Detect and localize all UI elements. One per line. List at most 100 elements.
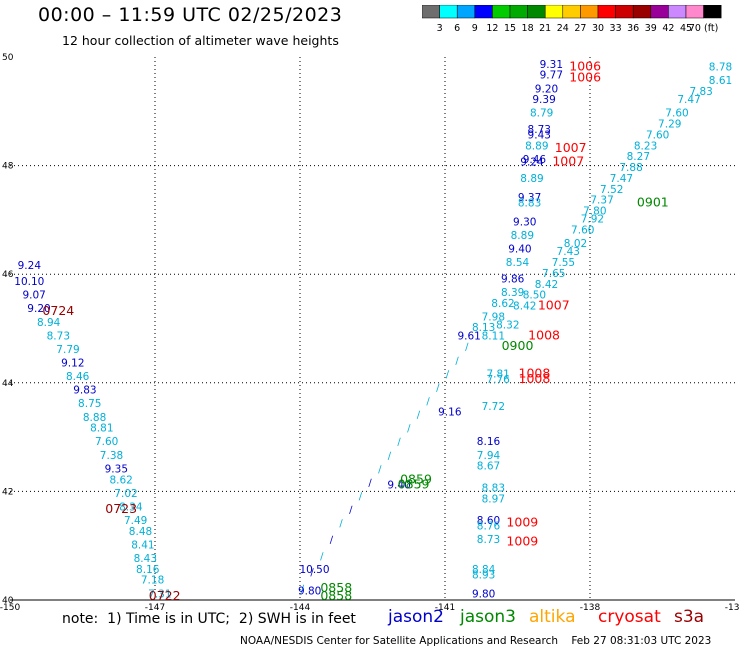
colorbar-label: 6	[454, 23, 460, 34]
swh-point: 9.07	[22, 290, 45, 302]
swh-point: 7.49	[124, 515, 147, 527]
swh-point: 7.60	[665, 108, 688, 120]
swh-point: 7.65	[542, 268, 565, 280]
time-label: 1006	[569, 59, 601, 74]
track-marker: ∕	[301, 584, 305, 595]
x-tick-label: -150	[0, 603, 20, 613]
track-marker: ∕	[446, 369, 450, 380]
track-marker: ∕	[359, 492, 363, 503]
x-tick-label: -138	[580, 603, 601, 613]
swh-point: 8.94	[37, 317, 61, 329]
swh-point: 10.50	[299, 564, 329, 576]
time-label: 1007	[538, 297, 570, 312]
swh-point: 8.88	[83, 412, 106, 424]
swh-point: 8.11	[482, 330, 505, 342]
time-label: 0858	[320, 588, 352, 603]
track-marker: ∕	[417, 410, 421, 421]
swh-point: 7.02	[114, 488, 137, 500]
swh-point: 8.73	[47, 330, 70, 342]
swh-point: 7.38	[100, 450, 123, 462]
track-marker: ∕	[320, 551, 324, 562]
swh-point: 7.60	[95, 436, 118, 448]
swh-point: 7.80	[583, 205, 606, 217]
swh-point: 8.48	[129, 526, 152, 538]
swh-point: 7.47	[610, 173, 633, 185]
x-tick-label: -135	[725, 603, 740, 613]
swh-point: 8.89	[520, 173, 543, 185]
swh-point: 8.89	[525, 140, 548, 152]
swh-point: 9.86	[501, 273, 525, 285]
time-label: 0900	[502, 338, 534, 353]
swh-point: 7.83	[689, 86, 712, 98]
swh-point: 9.83	[73, 385, 96, 397]
swh-point: 7.72	[482, 401, 505, 413]
swh-point: 8.54	[506, 257, 530, 269]
time-label: 0723	[105, 501, 137, 516]
track-marker: ∕	[339, 519, 343, 530]
swh-point: 8.83	[482, 482, 505, 494]
note-text: note: 1) Time is in UTC; 2) SWH is in fe…	[62, 611, 356, 627]
swh-point: 8.62	[491, 298, 514, 310]
swh-point: 8.39	[501, 287, 524, 299]
y-tick-label: 50	[2, 53, 14, 63]
swh-point: 8.23	[634, 140, 657, 152]
swh-point: 9.20	[535, 83, 558, 95]
swh-point: 9.80	[298, 586, 321, 598]
swh-point: 7.37	[590, 195, 613, 207]
swh-point: 7.94	[477, 450, 501, 462]
swh-point: 8.67	[477, 461, 500, 473]
swh-point: 9.24	[520, 157, 544, 169]
track-marker: ∕	[436, 383, 440, 394]
swh-point: 8.76	[477, 520, 501, 532]
swh-point: 8.32	[496, 320, 519, 332]
swh-point: 7.18	[141, 575, 164, 587]
swh-point: 9.35	[105, 463, 128, 475]
colorbar-label: 27	[574, 23, 586, 34]
time-label: 1008	[519, 371, 551, 386]
swh-point: 9.80	[472, 588, 495, 600]
x-tick-label: -141	[435, 603, 455, 613]
colorbar-label: 42	[662, 23, 674, 34]
swh-point: 7.31	[148, 588, 171, 600]
legend-jason2: jason2	[388, 607, 444, 627]
swh-point: 8.97	[482, 493, 505, 505]
swh-point: 9.20	[27, 303, 50, 315]
swh-point: 9.77	[540, 70, 563, 82]
swh-point: 9.40	[508, 243, 531, 255]
track-marker: ∕	[465, 342, 469, 353]
time-label: 1007	[555, 140, 587, 155]
chart-title: 00:00 – 11:59 UTC 02/25/2023	[38, 4, 343, 26]
swh-point: 8.60	[477, 515, 500, 527]
swh-point: 8.78	[709, 62, 732, 74]
swh-point: 8.89	[511, 230, 534, 242]
swh-point: 8.75	[78, 398, 101, 410]
time-label: 1008	[528, 327, 560, 342]
track-marker: ∕	[378, 464, 382, 475]
colorbar-label: 15	[504, 23, 516, 34]
swh-point: 7.79	[56, 344, 79, 356]
colorbar-label: 21	[539, 23, 551, 34]
swh-point: 8.16	[136, 564, 160, 576]
x-tick-label: -147	[145, 603, 165, 613]
swh-point: 7.98	[482, 311, 505, 323]
swh-point: 8.50	[523, 290, 546, 302]
track-marker: ∕	[349, 505, 353, 516]
swh-point: 8.42	[535, 279, 558, 291]
swh-point: 8.02	[564, 238, 587, 250]
swh-point: 9.24	[18, 260, 42, 272]
track-marker: ∕	[455, 356, 459, 367]
y-tick-label: 42	[2, 487, 13, 497]
track-marker: ∕	[388, 451, 392, 462]
swh-point: 8.81	[90, 423, 113, 435]
swh-point: 7.60	[571, 224, 594, 236]
legend-s3a: s3a	[674, 607, 705, 627]
time-label: 0858	[320, 580, 352, 595]
colorbar-label: 70 (ft)	[689, 23, 718, 34]
time-label: 0724	[42, 303, 74, 318]
colorbar-label: 33	[610, 23, 622, 34]
swh-point: 10.10	[14, 276, 44, 288]
track-marker: ∕	[368, 478, 372, 489]
time-label: 0859	[398, 477, 430, 492]
track-marker: ∕	[407, 424, 411, 435]
